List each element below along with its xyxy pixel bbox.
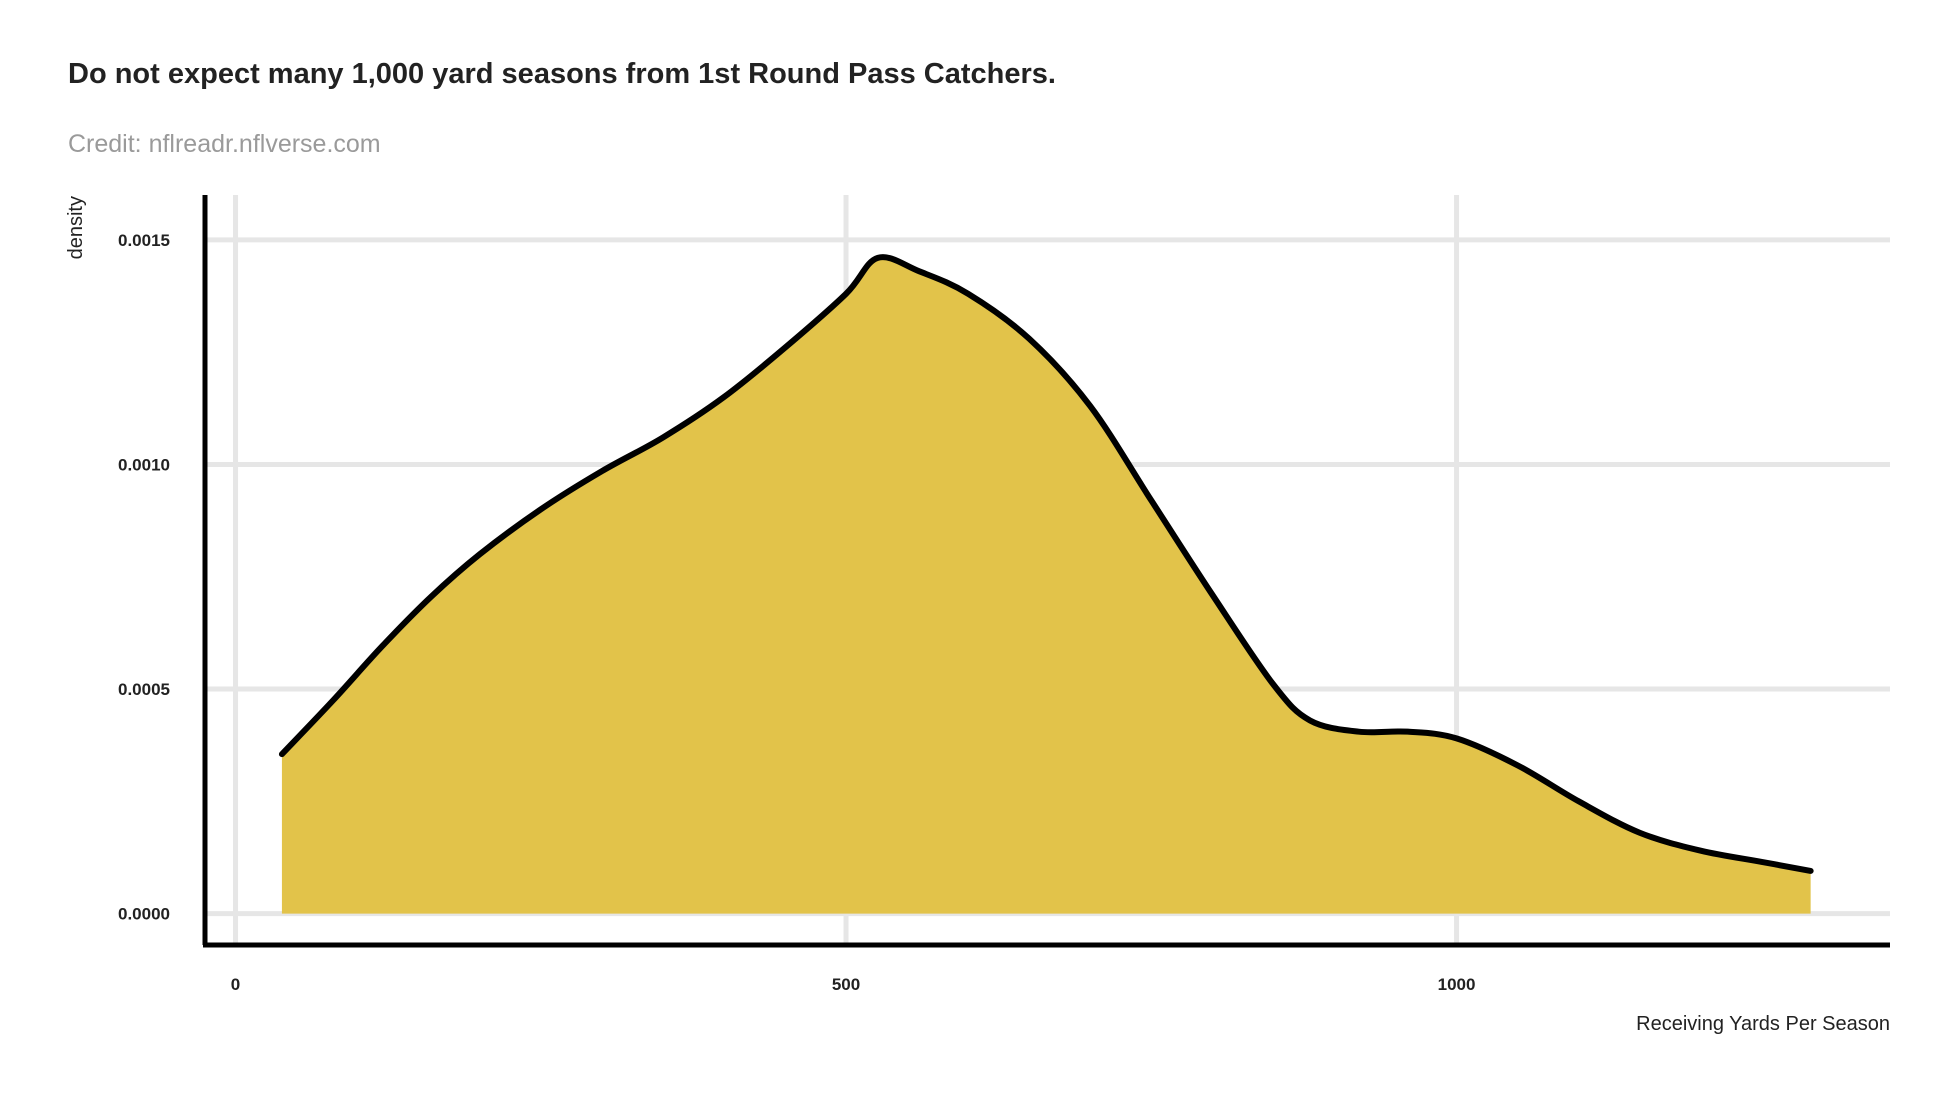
x-tick-label-0: 0 [231, 975, 240, 994]
density-area-fill [281, 257, 1811, 914]
y-tick-label-2: 0.0010 [118, 455, 170, 474]
y-tick-label-3: 0.0015 [118, 231, 170, 250]
density-area-layer [278, 254, 1814, 914]
x-axis-title: Receiving Yards Per Season [1636, 1013, 1890, 1035]
tick-labels: 0.0000 0.0005 0.0010 0.0015 0 500 1000 Receivin… [65, 196, 1890, 1035]
y-tick-label-0: 0.0000 [118, 905, 170, 924]
x-tick-label-1: 500 [832, 975, 860, 994]
density-curve-line [278, 254, 1814, 874]
chart-subtitle: Credit: nflreadr.nflverse.com [68, 130, 381, 158]
y-axis-title: density [65, 196, 87, 259]
axes [202, 195, 1890, 948]
x-tick-label-2: 1000 [1438, 975, 1476, 994]
y-tick-label-1: 0.0005 [118, 680, 170, 699]
chart-title: Do not expect many 1,000 yard seasons fr… [68, 58, 1056, 90]
